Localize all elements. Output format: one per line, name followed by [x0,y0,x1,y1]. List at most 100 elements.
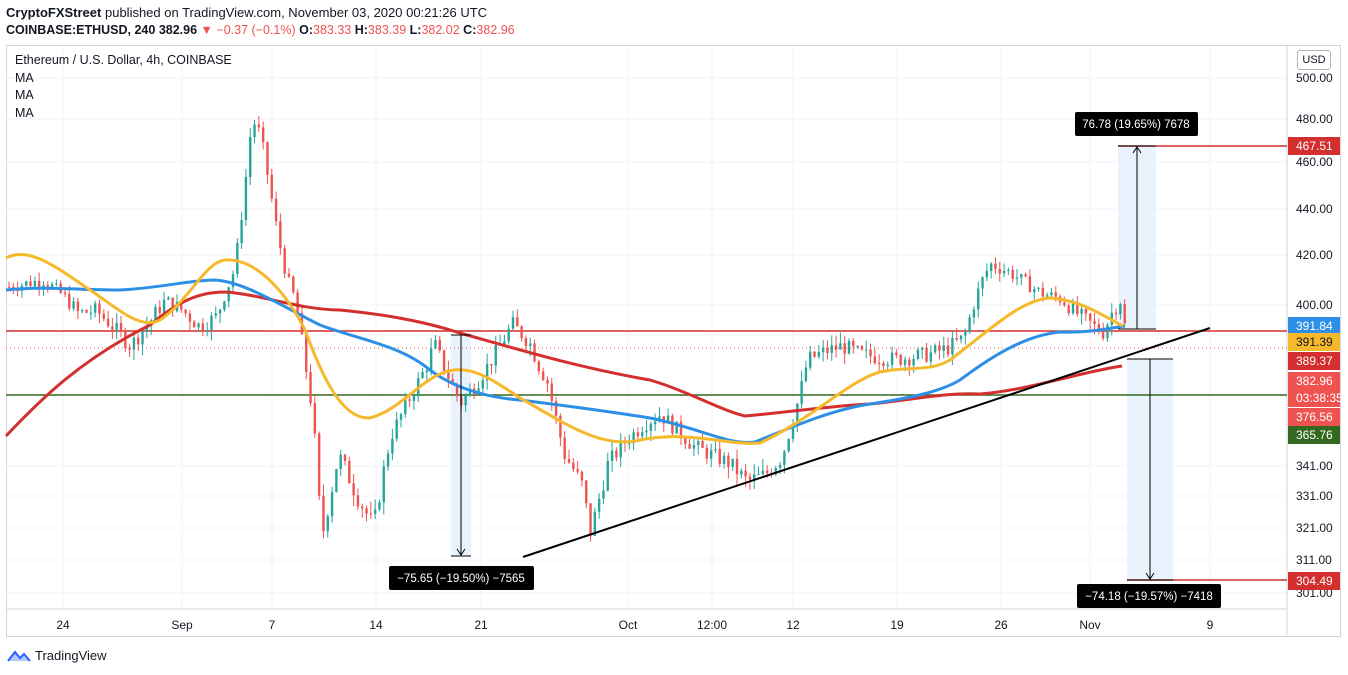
legend-ma-1[interactable]: MA [15,70,34,85]
candle [843,336,846,365]
price-tag: 389.37 [1288,352,1340,370]
price-tag-label: 391.84 [1296,319,1333,333]
ohlc-row: COINBASE:ETHUSD, 240 382.96 ▼ −0.37 (−0.… [6,21,515,39]
candle [464,393,467,412]
candle [671,413,674,437]
candle [296,289,299,314]
candle [809,345,812,371]
candle [662,416,665,432]
y-tick-label: 331.00 [1296,489,1333,503]
change-down-icon: ▼ [200,23,213,37]
candle [959,335,963,344]
price-tag: 391.84 [1288,317,1340,335]
author-name[interactable]: CryptoFXStreet [6,5,102,20]
price-tag-bg [1288,333,1340,351]
x-tick-label: 21 [474,618,488,632]
ma-slow-line [4,290,1123,438]
candle [921,346,924,359]
x-tick-label: Oct [619,618,638,632]
candle [98,299,101,324]
candle [740,468,743,479]
candle [481,376,485,394]
close-label: C: [463,23,477,37]
close-value: 382.96 [476,23,515,37]
candle [434,335,437,350]
candle [236,238,239,278]
candle [718,441,721,468]
candle [645,420,648,440]
candle [524,335,528,352]
candle [602,480,605,505]
candle [722,452,726,469]
candle [184,309,187,318]
candle [119,316,123,338]
candle [516,309,519,327]
candle [261,121,265,150]
candle [580,470,584,487]
candle [541,367,545,382]
candle [274,191,278,226]
candle [585,479,588,509]
candle [701,433,704,448]
y-tick-label: 341.00 [1296,459,1333,473]
candle [326,514,329,538]
candle [343,453,347,466]
candle [283,244,286,279]
candle [205,322,209,337]
price-tag-bg [1288,352,1340,370]
x-tick-label: 7 [269,618,276,632]
candle [615,447,618,462]
candle [641,426,644,439]
tradingview-branding[interactable]: TradingView [7,648,107,663]
candle [727,452,730,479]
currency-button[interactable]: USD [1297,50,1331,70]
candle [972,306,976,325]
candle [382,460,385,515]
candle [55,279,58,287]
candle [520,325,523,342]
price-tag-bg [1288,426,1340,444]
candle [352,474,355,507]
price-tag-bg [1288,137,1340,155]
candle [511,310,515,331]
candle [137,333,140,351]
candle [942,336,945,359]
candle [322,484,325,539]
price-tag-bg [1288,372,1340,390]
candle [925,342,928,363]
candle [1020,273,1023,286]
candle [537,359,541,375]
candle [63,289,67,298]
candle [886,361,889,371]
tradingview-text: TradingView [35,648,107,663]
ascending-trendline [522,327,1211,558]
candle [929,345,933,367]
candle [201,318,205,336]
candle [1119,302,1122,320]
price-tag: 467.51 [1288,137,1340,155]
candle [106,310,110,328]
legend-ma-2[interactable]: MA [15,88,34,102]
candle [507,324,510,345]
candle [796,402,799,433]
candle [244,168,248,227]
candle [1011,265,1014,283]
candle [89,305,93,320]
legend-title: Ethereum / U.S. Dollar, 4h, COINBASE [15,53,232,67]
candle [365,505,368,522]
candle [369,501,373,519]
candle [559,413,562,447]
candle [348,456,351,484]
chart-frame[interactable] [6,45,1341,637]
measure-arrow-lower [1127,358,1173,581]
candle [1050,287,1053,298]
candle [981,276,984,297]
candle [826,340,829,360]
legend-ma-3[interactable]: MA [15,105,34,120]
candle [197,322,200,332]
last-price: 382.96 [158,23,198,37]
candle [154,304,157,321]
candle [572,457,575,473]
candle [37,272,41,296]
